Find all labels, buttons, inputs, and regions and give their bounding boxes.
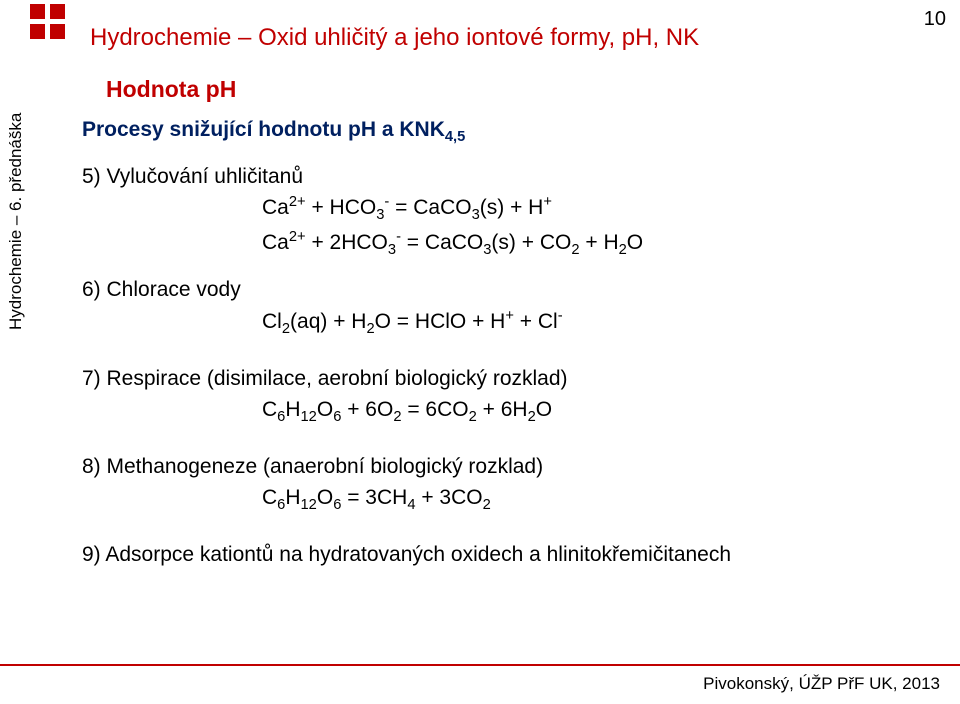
equation: Cl2(aq) + H2O = HClO + H+ + Cl- (262, 306, 920, 341)
list-item: 7) Respirace (disimilace, aerobní biolog… (82, 364, 920, 428)
item-label: 6) Chlorace vody (82, 275, 920, 305)
page-number: 10 (924, 8, 946, 31)
list-item: 8) Methanogeneze (anaerobní biologický r… (82, 452, 920, 516)
equation: C6H12O6 + 6O2 = 6CO2 + 6H2O (262, 395, 920, 429)
item-label: 5) Vylučování uhličitanů (82, 162, 920, 192)
item-label: 9) Adsorpce kationtů na hydratovaných ox… (82, 540, 920, 570)
list-item: 5) Vylučování uhličitanů Ca2+ + HCO3- = … (82, 162, 920, 261)
decor-square (50, 24, 65, 39)
page-title: Hydrochemie – Oxid uhličitý a jeho ionto… (90, 24, 699, 52)
footer-text: Pivokonský, ÚŽP PřF UK, 2013 (703, 674, 940, 694)
list-item: 6) Chlorace vody Cl2(aq) + H2O = HClO + … (82, 275, 920, 340)
equation: Ca2+ + HCO3- = CaCO3(s) + H+ (262, 192, 920, 227)
decor-square (30, 4, 45, 19)
footer-divider (0, 664, 960, 666)
content-block: 5) Vylučování uhličitanů Ca2+ + HCO3- = … (82, 162, 920, 585)
equation: Ca2+ + 2HCO3- = CaCO3(s) + CO2 + H2O (262, 227, 920, 262)
decor-square (30, 24, 45, 39)
list-item: 9) Adsorpce kationtů na hydratovaných ox… (82, 540, 920, 570)
sidebar-label: Hydrochemie – 6. přednáška (6, 113, 26, 330)
section-subtitle: Hodnota pH (106, 76, 236, 103)
process-heading: Procesy snižující hodnotu pH a KNK4,5 (82, 118, 465, 145)
item-label: 7) Respirace (disimilace, aerobní biolog… (82, 364, 920, 394)
equation: C6H12O6 = 3CH4 + 3CO2 (262, 483, 920, 517)
decor-square (50, 4, 65, 19)
item-label: 8) Methanogeneze (anaerobní biologický r… (82, 452, 920, 482)
